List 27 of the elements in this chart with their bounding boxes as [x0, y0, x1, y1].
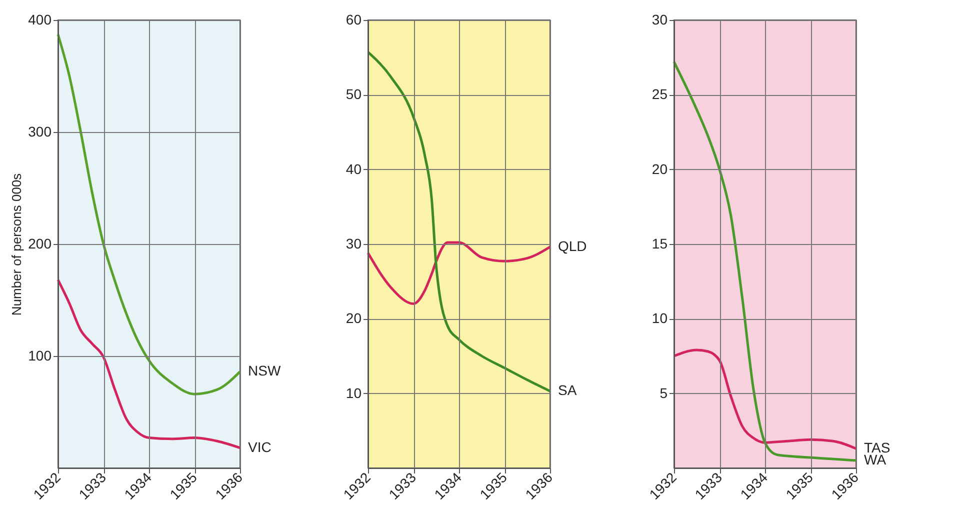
y-axis-title: Number of persons 000s: [9, 172, 24, 316]
y-tick-label: 300: [28, 124, 52, 140]
y-tick-label: 30: [652, 12, 668, 28]
y-tick-label: 40: [346, 160, 362, 177]
y-tick-label: 15: [652, 236, 668, 252]
y-tick-label: 10: [346, 384, 362, 401]
line-series: [672, 348, 858, 450]
y-tick-label: 5: [660, 384, 668, 401]
line-series: [56, 33, 242, 396]
line-series: [366, 241, 552, 305]
series-label: NSW: [248, 362, 282, 379]
y-tick-label: 50: [346, 86, 362, 102]
y-tick-label: 100: [28, 348, 52, 364]
line-series: [366, 50, 552, 392]
y-tick-label: 20: [346, 310, 362, 326]
series-label: SA: [558, 382, 578, 398]
y-tick-label: 400: [28, 12, 52, 28]
y-tick-label: 60: [346, 12, 362, 28]
series-label: VIC: [248, 438, 272, 455]
line-series: [56, 278, 242, 450]
line-series: [672, 60, 858, 462]
y-tick-label: 30: [346, 236, 362, 252]
y-tick-label: 10: [652, 310, 668, 326]
series-label: QLD: [558, 238, 587, 254]
y-tick-label: 200: [28, 236, 52, 252]
y-tick-label: 25: [652, 86, 668, 102]
y-tick-label: 20: [652, 160, 668, 177]
